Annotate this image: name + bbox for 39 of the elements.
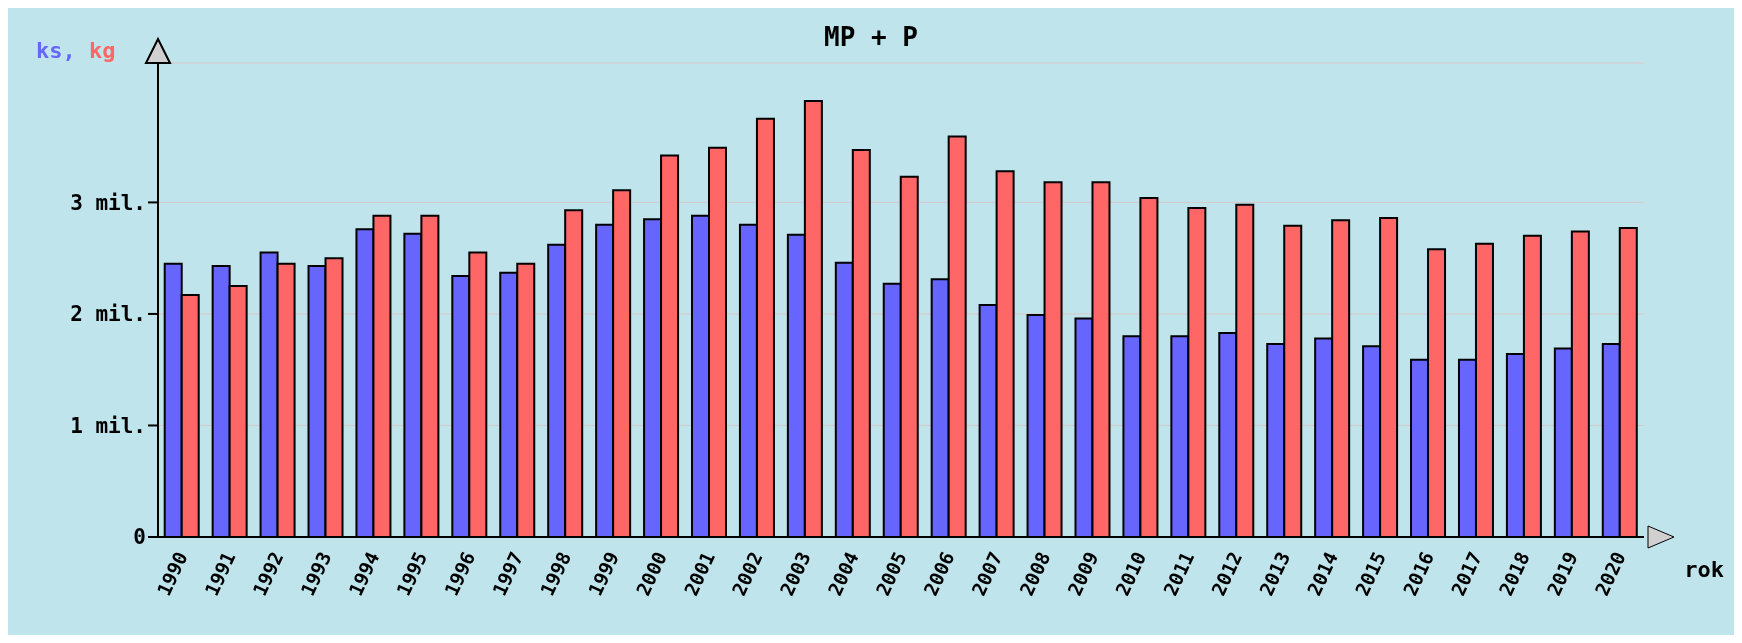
x-tick-label: 1997 — [487, 548, 528, 599]
x-tick-label: 2006 — [919, 548, 959, 599]
x-tick-label: 2004 — [823, 548, 863, 599]
x-tick-label: 1999 — [583, 548, 624, 599]
x-tick-label: 1998 — [535, 548, 576, 599]
x-tick-label: 2012 — [1206, 548, 1247, 599]
x-tick-label: 2013 — [1254, 548, 1295, 599]
x-tick-label: 2000 — [631, 548, 671, 599]
x-tick-label: 1993 — [296, 548, 336, 599]
x-tick-label: 2020 — [1590, 548, 1630, 599]
x-tick-label: 2015 — [1350, 548, 1391, 599]
y-tick-label: 3 mil. — [70, 190, 146, 215]
x-tick-label: 2005 — [871, 548, 911, 599]
text: kg — [89, 38, 116, 63]
x-tick-label: 2003 — [775, 548, 815, 599]
x-tick-label: 1991 — [200, 548, 240, 599]
x-tick-label: 1990 — [152, 548, 192, 599]
x-tick-label: 2007 — [967, 548, 1007, 599]
y-tick-label: 1 mil. — [70, 413, 146, 438]
text: ks, — [36, 38, 76, 63]
chart-title: MP + P — [824, 22, 918, 52]
x-tick-label: 2010 — [1111, 548, 1151, 599]
y-tick-label: 0 — [133, 525, 146, 550]
x-tick-label: 2001 — [679, 548, 719, 599]
y-tick-label: 2 mil. — [70, 302, 146, 327]
x-tick-label: 2008 — [1015, 548, 1055, 599]
x-tick-label: 2018 — [1494, 548, 1534, 599]
x-tick-label: 2014 — [1302, 548, 1343, 599]
x-tick-label: 2017 — [1446, 548, 1486, 599]
x-tick-label: 2002 — [727, 548, 767, 599]
x-tick-label: 2009 — [1063, 548, 1103, 599]
x-tick-label: 2016 — [1398, 548, 1438, 599]
x-tick-label: 1994 — [344, 548, 384, 599]
x-axis-title: rok — [1684, 557, 1724, 582]
x-tick-label: 2019 — [1542, 548, 1582, 599]
x-tick-label: 2011 — [1158, 548, 1199, 599]
x-tick-label: 1996 — [439, 548, 480, 599]
x-tick-label: 1995 — [392, 548, 432, 599]
x-tick-label: 1992 — [248, 548, 288, 599]
